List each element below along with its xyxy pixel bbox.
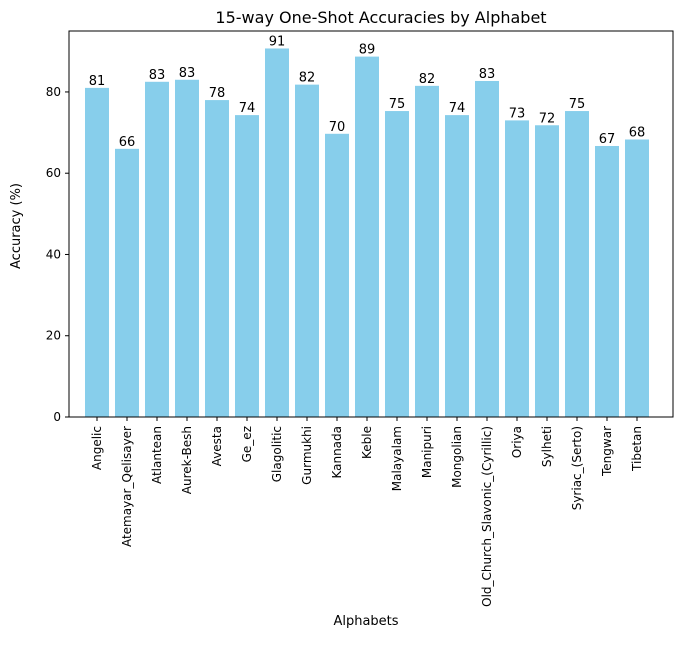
x-tick-label: Aurek-Besh [180, 426, 194, 494]
bar [595, 145, 619, 417]
x-tick-label: Tibetan [630, 426, 644, 472]
y-tick-label: 20 [46, 329, 61, 343]
x-tick-label: Manipuri [420, 426, 434, 478]
bar [415, 85, 439, 417]
bar-value-label: 91 [269, 34, 286, 49]
bar [115, 148, 139, 417]
bar [625, 139, 649, 417]
x-tick-label: Sylheti [540, 426, 554, 467]
x-tick-label: Glagolitic [270, 426, 284, 482]
x-tick-label: Atemayar_Qelisayer [120, 426, 134, 547]
x-tick-label: Ge_ez [240, 426, 254, 462]
bar-value-label: 73 [509, 106, 526, 121]
plot-frame [68, 30, 674, 418]
y-tick-label: 40 [46, 247, 61, 261]
bar-value-label: 74 [449, 101, 466, 116]
y-axis-label: Accuracy (%) [9, 183, 24, 269]
x-tick-label: Avesta [210, 426, 224, 466]
y-tick-label: 0 [53, 410, 61, 424]
bar [85, 87, 109, 417]
x-tick-label: Angelic [90, 426, 104, 470]
x-tick-label: Gurmukhi [300, 426, 314, 485]
bar [205, 100, 229, 418]
bar-value-label: 75 [569, 97, 586, 112]
bar-value-label: 89 [359, 43, 376, 58]
bar [265, 48, 289, 417]
x-tick-label: Tengwar [600, 426, 614, 477]
x-tick-label: Syriac_(Serto) [570, 426, 584, 510]
y-tick-label: 80 [46, 85, 61, 99]
bar-value-label: 83 [479, 67, 496, 82]
bar [385, 111, 409, 417]
bar-value-label: 81 [89, 74, 106, 89]
bar-value-label: 82 [299, 71, 316, 86]
chart-title: 15-way One-Shot Accuracies by Alphabet [215, 8, 546, 27]
bar-value-label: 83 [179, 66, 196, 81]
x-tick-label: Old_Church_Slavonic_(Cyrillic) [480, 426, 494, 607]
bar [325, 133, 349, 417]
bar-value-label: 72 [539, 111, 556, 126]
y-tick-label: 60 [46, 166, 61, 180]
bar [145, 81, 169, 417]
y-axis-ticks: 0 20 40 60 80 [46, 85, 69, 424]
bar-value-label: 66 [119, 135, 136, 150]
x-tick-label: Oriya [510, 426, 524, 458]
bars-group [85, 48, 649, 418]
x-tick-label: Mongolian [450, 426, 464, 488]
x-tick-label: Kannada [330, 426, 344, 479]
bar-value-labels: 81 66 83 83 78 74 91 82 70 89 75 82 74 83 73 72 75 67 68 [89, 34, 646, 149]
bar [355, 56, 379, 417]
bar-value-label: 75 [389, 97, 406, 112]
x-tick-label: Malayalam [390, 426, 404, 491]
x-tick-label: Keble [360, 426, 374, 459]
bar-value-label: 78 [209, 86, 226, 101]
bar [445, 115, 469, 418]
x-axis-label: Alphabets [333, 614, 398, 629]
x-tick-label: Atlantean [150, 426, 164, 484]
bar-value-label: 83 [149, 68, 166, 83]
bar [175, 79, 199, 417]
bar [505, 120, 529, 418]
bar-value-label: 74 [239, 101, 256, 116]
bar-value-label: 68 [629, 125, 646, 140]
bar-value-label: 70 [329, 120, 346, 135]
bar [295, 84, 319, 418]
bar [475, 80, 499, 418]
bar [235, 115, 259, 418]
bar [565, 111, 589, 417]
bar-value-label: 67 [599, 132, 616, 147]
bar-value-label: 82 [419, 72, 436, 87]
bar [535, 125, 559, 418]
x-axis-ticks: Angelic Atemayar_Qelisayer Atlantean Aurek-… [90, 417, 644, 607]
